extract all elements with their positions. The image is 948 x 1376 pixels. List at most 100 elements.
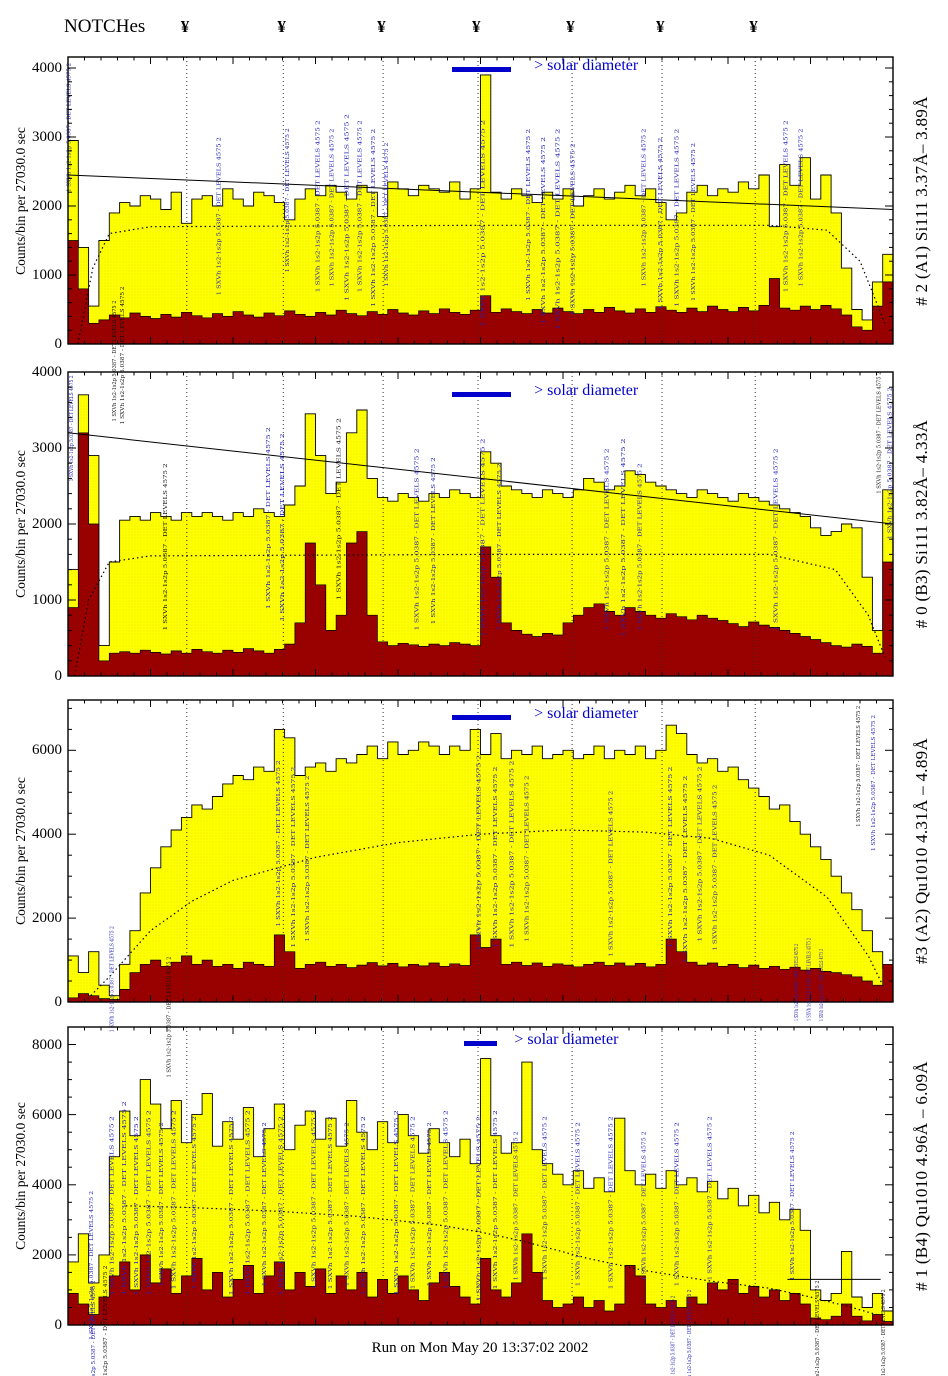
svg-text:1 SXVh 1s2-1s2p 5.0387 - DET L: 1 SXVh 1s2-1s2p 5.0387 - DET LEVELS 4575… <box>67 63 73 192</box>
svg-text:1 SXVh 1s2-1s2p 5.0387 - DET L: 1 SXVh 1s2-1s2p 5.0387 - DET LEVELS 4575… <box>881 1290 887 1376</box>
svg-text:1 SXVh 1s2-1s2p 5.0387 - DET L: 1 SXVh 1s2-1s2p 5.0387 - DET LEVELS 4575… <box>192 1116 198 1289</box>
y-tick-label: 0 <box>54 336 63 352</box>
svg-text:1 SXVh 1s2-1s2p 5.0387 - DET L: 1 SXVh 1s2-1s2p 5.0387 - DET LEVELS 4575… <box>609 791 615 957</box>
svg-text:1 SXVh 1s2-1s2p 5.0387 - DET L: 1 SXVh 1s2-1s2p 5.0387 - DET LEVELS 4575… <box>670 1296 676 1376</box>
solar-diameter-label: > solar diameter <box>534 382 639 399</box>
svg-text:1 SXVh 1s2-1s2p 5.0387 - DET L: 1 SXVh 1s2-1s2p 5.0387 - DET LEVELS 4575… <box>361 1116 367 1295</box>
channel-label: # 0 (B3) Si111 3.82Å– 4.33Å <box>912 419 931 629</box>
channel-label: # 1 (B4) Qu1010 4.96Å – 6.09Å <box>912 1061 931 1291</box>
chart-panel-4: 1 SXVh 1s2-1s2p 5.0387 - DET LEVELS 4575… <box>32 938 894 1376</box>
svg-text:1 SXVh 1s2-1s2p 5.0387 - DET L: 1 SXVh 1s2-1s2p 5.0387 - DET LEVELS 4575… <box>266 427 272 609</box>
y-axis-title: Counts/bin per 27030.0 sec <box>13 450 28 598</box>
run-timestamp: Run on Mon May 20 13:37:02 2002 <box>371 1340 589 1356</box>
y-tick-label: 1000 <box>32 267 62 283</box>
svg-text:1 SXVh 1s2-1s2p 5.0387 - DET L: 1 SXVh 1s2-1s2p 5.0387 - DET LEVELS 4575… <box>621 439 627 637</box>
y-axis-title: Counts/bin per 27030.0 sec <box>13 777 28 925</box>
svg-text:1 SXVh 1s2-1s2p 5.0387 - DET L: 1 SXVh 1s2-1s2p 5.0387 - DET LEVELS 4575… <box>147 1110 153 1295</box>
y-axis-title: Counts/bin per 27030.0 sec <box>13 1102 28 1250</box>
svg-text:1 SXVh 1s2-1s2p 5.0387 - DET L: 1 SXVh 1s2-1s2p 5.0387 - DET LEVELS 4575… <box>481 120 487 327</box>
svg-text:1 SXVh 1s2-1s2p 5.0387 - DET L: 1 SXVh 1s2-1s2p 5.0387 - DET LEVELS 4575… <box>120 286 126 424</box>
solar-diameter-bar <box>451 715 512 720</box>
svg-text:1 SXVh 1s2-1s2p 5.0387 - DET L: 1 SXVh 1s2-1s2p 5.0387 - DET LEVELS 4575… <box>807 938 813 1021</box>
plot-frame <box>67 56 894 345</box>
svg-text:1 SXVh 1s2-1s2p 5.0387 - DET L: 1 SXVh 1s2-1s2p 5.0387 - DET LEVELS 4575… <box>698 767 704 942</box>
chart-panel-3: 1 SXVh 1s2-1s2p 5.0387 - DET LEVELS 4575… <box>32 699 894 1078</box>
solar-diameter-label: > solar diameter <box>534 57 639 74</box>
background-counts-histogram <box>67 240 894 345</box>
y-tick-label: 3000 <box>32 440 62 456</box>
solar-diameter-bar <box>464 1041 497 1046</box>
svg-text:1 SXVh 1s2-1s2p 5.0387 - DET L: 1 SXVh 1s2-1s2p 5.0387 - DET LEVELS 4575… <box>687 1290 693 1376</box>
svg-text:1 SXVh 1s2-1s2p 5.0387 - DET L: 1 SXVh 1s2-1s2p 5.0387 - DET LEVELS 4575… <box>642 129 648 287</box>
svg-text:1 SXVh 1s2-1s2p 5.0387 - DET L: 1 SXVh 1s2-1s2p 5.0387 - DET LEVELS 4575… <box>262 1122 268 1286</box>
svg-text:1 SXVh 1s2-1s2p 5.0387 - DET L: 1 SXVh 1s2-1s2p 5.0387 - DET LEVELS 4575… <box>493 1110 499 1289</box>
svg-text:1 SXVh 1s2-1s2p 5.0387 - DET L: 1 SXVh 1s2-1s2p 5.0387 - DET LEVELS 4575… <box>609 1116 615 1289</box>
notch-marker: ¥ <box>656 17 665 36</box>
svg-text:1 SXVh 1s2-1s2p 5.0387 - DET L: 1 SXVh 1s2-1s2p 5.0387 - DET LEVELS 4575… <box>163 463 169 630</box>
svg-text:1 SXVh 1s2-1s2p 5.0387 - DET L: 1 SXVh 1s2-1s2p 5.0387 - DET LEVELS 4575… <box>444 1110 450 1289</box>
svg-text:1 SXVh 1s2-1s2p 5.0387 - DET L: 1 SXVh 1s2-1s2p 5.0387 - DET LEVELS 4575… <box>279 1116 285 1295</box>
plot-frame <box>67 371 894 677</box>
svg-text:1 SXVh 1s2-1s2p 5.0387 - DET L: 1 SXVh 1s2-1s2p 5.0387 - DET LEVELS 4575… <box>171 1110 177 1289</box>
svg-text:1 SXVh 1s2-1s2p 5.0387 - DET L: 1 SXVh 1s2-1s2p 5.0387 - DET LEVELS 4575… <box>783 120 789 292</box>
total-counts-histogram <box>67 394 894 677</box>
svg-text:1 SXVh 1s2-1s2p 5.0387 - DET L: 1 SXVh 1s2-1s2p 5.0387 - DET LEVELS 4575… <box>790 1131 796 1280</box>
notch-marker: ¥ <box>180 17 190 36</box>
sensitivity-dotted-curve <box>125 1205 877 1316</box>
channel-label: # 2 (A1) Si111 3.37Å– 3.89Å <box>912 95 931 306</box>
panel-1-plot: 1 SXVh 1s2-1s2p 5.0387 - DET LEVELS 4575… <box>67 56 894 424</box>
svg-text:1 SXVh 1s2-1s2p 5.0387 - DET L: 1 SXVh 1s2-1s2p 5.0387 - DET LEVELS 4575… <box>658 138 664 310</box>
line-id-annotations: 1 SXVh 1s2-1s2p 5.0387 - DET LEVELS 4575… <box>89 938 887 1376</box>
svg-text:1 SXVh 1s2-1s2p 5.0387 - DET L: 1 SXVh 1s2-1s2p 5.0387 - DET LEVELS 4575… <box>69 375 75 481</box>
y-tick-label: 2000 <box>32 1246 62 1263</box>
svg-text:1 SXVh 1s2-1s2p 5.0387 - DET L: 1 SXVh 1s2-1s2p 5.0387 - DET LEVELS 4575… <box>497 463 503 630</box>
svg-text:1 SXVh 1s2-1s2p 5.0387 - DET L: 1 SXVh 1s2-1s2p 5.0387 - DET LEVELS 4575… <box>371 129 377 307</box>
notch-marker: ¥ <box>377 17 386 36</box>
svg-text:1 SXVh 1s2-1s2p 5.0387 - DET L: 1 SXVh 1s2-1s2p 5.0387 - DET LEVELS 4575… <box>683 776 689 963</box>
svg-text:1 SXVh 1s2-1s2p 5.0387 - DET L: 1 SXVh 1s2-1s2p 5.0387 - DET LEVELS 4575… <box>89 1191 95 1340</box>
svg-text:1 SXVh 1s2-1s2p 5.0387 - DET L: 1 SXVh 1s2-1s2p 5.0387 - DET LEVELS 4575… <box>571 143 577 315</box>
svg-text:1 SXVh 1s2-1s2p 5.0387 - DET L: 1 SXVh 1s2-1s2p 5.0387 - DET LEVELS 4575… <box>668 767 674 948</box>
notches-title: NOTCHes <box>64 16 146 37</box>
svg-text:1 SXVh 1s2-1s2p 5.0387 - DET L: 1 SXVh 1s2-1s2p 5.0387 - DET LEVELS 4575… <box>514 1131 520 1280</box>
svg-text:1 SXVh 1s2-1s2p 5.0387 - DET L: 1 SXVh 1s2-1s2p 5.0387 - DET LEVELS 4575… <box>675 129 681 307</box>
svg-text:1 SXVh 1s2-1s2p 5.0387 - DET L: 1 SXVh 1s2-1s2p 5.0387 - DET LEVELS 4575… <box>526 129 532 301</box>
sensitivity-dotted-curve <box>84 829 886 1003</box>
svg-text:1 SXVh 1s2-1s2p 5.0387 - DET L: 1 SXVh 1s2-1s2p 5.0387 - DET LEVELS 4575… <box>358 120 364 292</box>
svg-text:1 SXVh 1s2-1s2p 5.0387 - DET L: 1 SXVh 1s2-1s2p 5.0387 - DET LEVELS 4575… <box>675 1122 681 1286</box>
svg-text:1 SXVh 1s2-1s2p 5.0387 - DET L: 1 SXVh 1s2-1s2p 5.0387 - DET LEVELS 4575… <box>411 1116 417 1289</box>
svg-text:1 SXVh 1s2-1s2p 5.0387 - DET L: 1 SXVh 1s2-1s2p 5.0387 - DET LEVELS 4575… <box>691 143 697 301</box>
svg-text:1 SXVh 1s2-1s2p 5.0387 - DET L: 1 SXVh 1s2-1s2p 5.0387 - DET LEVELS 4575… <box>815 1281 821 1376</box>
svg-text:1 SXVh 1s2-1s2p 5.0387 - DET L: 1 SXVh 1s2-1s2p 5.0387 - DET LEVELS 4575… <box>427 1122 433 1286</box>
panel-3-plot: 1 SXVh 1s2-1s2p 5.0387 - DET LEVELS 4575… <box>67 699 894 1078</box>
svg-text:1 SXVh 1s2-1s2p 5.0387 - DET L: 1 SXVh 1s2-1s2p 5.0387 - DET LEVELS 4575… <box>819 949 825 1021</box>
y-tick-label: 1000 <box>32 592 62 608</box>
y-tick-label: 0 <box>54 1317 63 1333</box>
y-tick-label: 6000 <box>32 1106 62 1123</box>
svg-text:1 SXVh 1s2-1s2p 5.0387 - DET L: 1 SXVh 1s2-1s2p 5.0387 - DET LEVELS 4575… <box>109 926 115 1032</box>
svg-text:1 SXVh 1s2-1s2p 5.0387 - DET L: 1 SXVh 1s2-1s2p 5.0387 - DET LEVELS 4575… <box>345 1122 351 1286</box>
svg-text:1 SXVh 1s2-1s2p 5.0387 - DET L: 1 SXVh 1s2-1s2p 5.0387 - DET LEVELS 4575… <box>604 448 610 630</box>
svg-text:1 SXVh 1s2-1s2p 5.0387 - DET L: 1 SXVh 1s2-1s2p 5.0387 - DET LEVELS 4575… <box>229 1116 235 1295</box>
chart-panel-2: 1 SXVh 1s2-1s2p 5.0387 - DET LEVELS 4575… <box>32 364 894 684</box>
svg-text:1 SXVh 1s2-1s2p 5.0387 - DET L: 1 SXVh 1s2-1s2p 5.0387 - DET LEVELS 4575… <box>493 767 499 948</box>
svg-text:1 SXVh 1s2-1s2p 5.0387 - DET L: 1 SXVh 1s2-1s2p 5.0387 - DET LEVELS 4575… <box>330 129 336 287</box>
svg-text:1 SXVh 1s2-1s2p 5.0387 - DET L: 1 SXVh 1s2-1s2p 5.0387 - DET LEVELS 4575… <box>713 785 719 951</box>
svg-text:1 SXVh 1s2-1s2p 5.0387 - DET L: 1 SXVh 1s2-1s2p 5.0387 - DET LEVELS 4575… <box>328 1116 334 1289</box>
svg-text:1 SXVh 1s2-1s2p 5.0387 - DET L: 1 SXVh 1s2-1s2p 5.0387 - DET LEVELS 4575… <box>477 755 483 951</box>
svg-text:1 SXVh 1s2-1s2p 5.0387 - DET L: 1 SXVh 1s2-1s2p 5.0387 - DET LEVELS 4575… <box>541 137 547 324</box>
svg-text:1 SXVh 1s2-1s2p 5.0387 - DET L: 1 SXVh 1s2-1s2p 5.0387 - DET LEVELS 4575… <box>477 1116 483 1301</box>
total-counts-histogram <box>67 74 894 345</box>
y-tick-label: 6000 <box>32 742 62 759</box>
svg-text:1 SXVh 1s2-1s2p 5.0387 - DET L: 1 SXVh 1s2-1s2p 5.0387 - DET LEVELS 4575… <box>510 761 516 948</box>
svg-text:1 SXVh 1s2-1s2p 5.0387 - DET L: 1 SXVh 1s2-1s2p 5.0387 - DET LEVELS 4575… <box>285 128 291 272</box>
plot-frame <box>67 1026 894 1326</box>
line-id-annotations: 1 SXVh 1s2-1s2p 5.0387 - DET LEVELS 4575… <box>67 63 805 425</box>
svg-text:1 SXVh 1s2-1s2p 5.0387 - DET L: 1 SXVh 1s2-1s2p 5.0387 - DET LEVELS 4575… <box>336 418 342 600</box>
line-id-annotations: 1 SXVh 1s2-1s2p 5.0387 - DET LEVELS 4575… <box>109 706 877 1078</box>
svg-text:1 SXVh 1s2-1s2p 5.0387 - DET L: 1 SXVh 1s2-1s2p 5.0387 - DET LEVELS 4575… <box>217 137 223 295</box>
y-tick-label: 2000 <box>32 516 62 532</box>
svg-text:1 SXVh 1s2-1s2p 5.0387 - DET L: 1 SXVh 1s2-1s2p 5.0387 - DET LEVELS 4575… <box>431 457 437 624</box>
svg-text:1 SXVh 1s2-1s2p 5.0387 - DET L: 1 SXVh 1s2-1s2p 5.0387 - DET LEVELS 4575… <box>774 448 780 630</box>
total-counts-histogram <box>67 724 894 1003</box>
